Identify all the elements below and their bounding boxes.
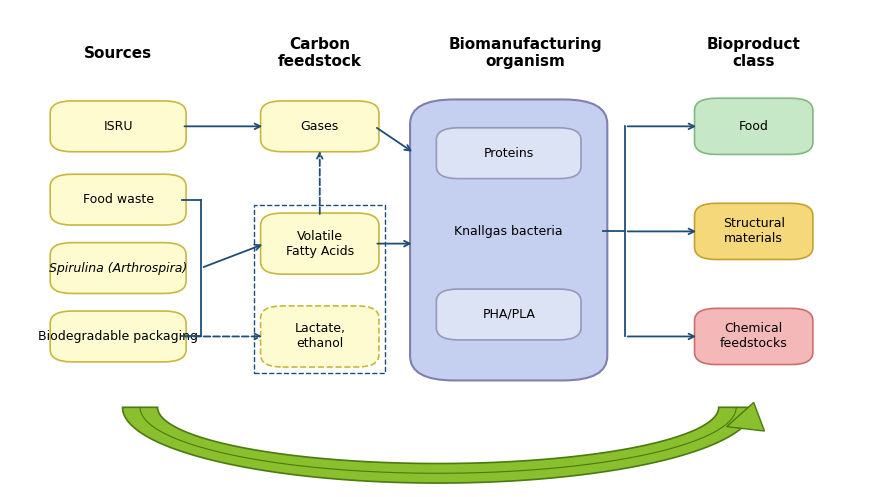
- FancyBboxPatch shape: [50, 243, 186, 293]
- Bar: [255, 205, 385, 373]
- Text: Food: Food: [739, 120, 769, 133]
- FancyBboxPatch shape: [695, 203, 813, 259]
- FancyBboxPatch shape: [260, 101, 379, 152]
- FancyBboxPatch shape: [695, 308, 813, 365]
- FancyBboxPatch shape: [50, 311, 186, 362]
- FancyBboxPatch shape: [410, 99, 607, 380]
- Text: Structural
materials: Structural materials: [723, 217, 785, 246]
- FancyBboxPatch shape: [436, 289, 581, 340]
- Text: Knallgas bacteria: Knallgas bacteria: [454, 225, 563, 238]
- FancyBboxPatch shape: [50, 101, 186, 152]
- Text: Proteins: Proteins: [483, 147, 534, 160]
- FancyBboxPatch shape: [695, 98, 813, 155]
- Text: Volatile
Fatty Acids: Volatile Fatty Acids: [286, 230, 354, 257]
- Text: Bioproduct
class: Bioproduct class: [707, 37, 801, 69]
- Polygon shape: [122, 408, 754, 483]
- Text: Spirulina (Arthrospira): Spirulina (Arthrospira): [49, 261, 188, 274]
- Text: Chemical
feedstocks: Chemical feedstocks: [720, 323, 788, 350]
- Text: Gases: Gases: [301, 120, 339, 133]
- Text: Biomanufacturing
organism: Biomanufacturing organism: [449, 37, 603, 69]
- FancyBboxPatch shape: [436, 128, 581, 178]
- FancyBboxPatch shape: [260, 213, 379, 274]
- Text: Carbon
feedstock: Carbon feedstock: [278, 37, 362, 69]
- Polygon shape: [727, 403, 765, 431]
- Text: PHA/PLA: PHA/PLA: [482, 308, 535, 321]
- Text: Food waste: Food waste: [82, 193, 154, 206]
- Text: Biodegradable packaging: Biodegradable packaging: [38, 330, 198, 343]
- Text: ISRU: ISRU: [104, 120, 133, 133]
- FancyBboxPatch shape: [260, 306, 379, 367]
- Text: Lactate,
ethanol: Lactate, ethanol: [295, 323, 345, 350]
- FancyBboxPatch shape: [50, 174, 186, 225]
- Text: Sources: Sources: [84, 46, 152, 61]
